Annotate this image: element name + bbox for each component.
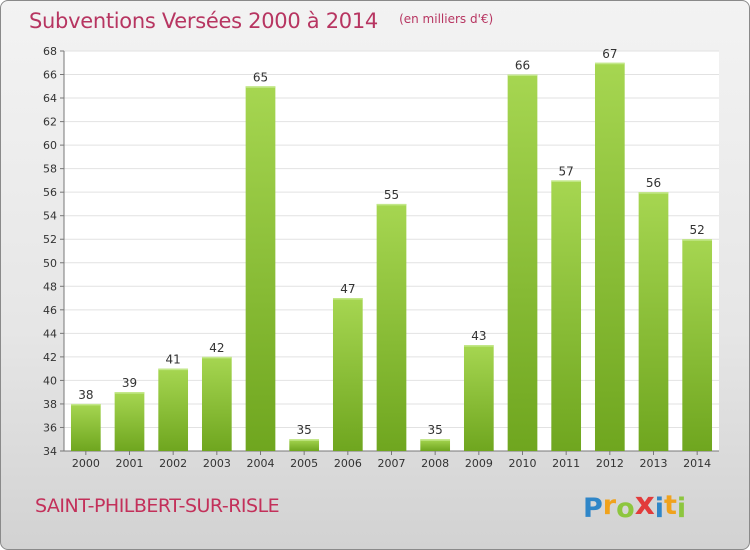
bar-2006 bbox=[332, 298, 363, 451]
data-label-2002: 41 bbox=[166, 353, 181, 367]
logo-letter: i bbox=[676, 493, 687, 524]
x-tick-label-2011: 2011 bbox=[552, 457, 580, 470]
x-tick-label-2005: 2005 bbox=[290, 457, 318, 470]
data-label-2008: 35 bbox=[428, 423, 443, 437]
bar-highlight bbox=[682, 239, 713, 241]
y-tick-label: 38 bbox=[43, 398, 57, 411]
bar-2001 bbox=[114, 392, 145, 451]
logo-letter: o bbox=[616, 493, 635, 524]
logo-letter: x bbox=[634, 486, 655, 522]
data-label-2006: 47 bbox=[340, 282, 355, 296]
y-tick-label: 62 bbox=[43, 116, 57, 129]
bar-highlight bbox=[332, 298, 363, 300]
x-tick-label-2004: 2004 bbox=[247, 457, 275, 470]
bar-highlight bbox=[245, 86, 276, 88]
bar-2000 bbox=[70, 403, 101, 451]
bar-highlight bbox=[376, 203, 407, 206]
proxiti-logo: Proxiti bbox=[583, 486, 687, 524]
bar-2007 bbox=[376, 203, 407, 451]
bar-highlight bbox=[158, 368, 189, 371]
bar-2011 bbox=[551, 180, 582, 452]
y-tick-label: 42 bbox=[43, 351, 57, 364]
y-tick-label: 64 bbox=[43, 92, 57, 105]
bar-highlight bbox=[70, 403, 101, 406]
y-tick-label: 54 bbox=[43, 210, 57, 223]
bar-2005 bbox=[289, 439, 320, 451]
bar-highlight bbox=[289, 439, 320, 441]
commune-name: SAINT-PHILBERT-SUR-RISLE bbox=[35, 495, 280, 517]
title-row: Subventions Versées 2000 à 2014 (en mill… bbox=[29, 9, 493, 33]
data-label-2009: 43 bbox=[471, 329, 486, 343]
bar-2013 bbox=[638, 192, 669, 452]
bar-highlight bbox=[551, 180, 582, 182]
bar-2010 bbox=[507, 74, 538, 451]
chart-subtitle: (en milliers d'€) bbox=[399, 12, 494, 26]
bar-2012 bbox=[594, 62, 625, 451]
data-label-2005: 35 bbox=[297, 423, 312, 437]
x-tick-label-2010: 2010 bbox=[509, 457, 537, 470]
y-tick-label: 60 bbox=[43, 139, 57, 152]
data-label-2004: 65 bbox=[253, 70, 268, 84]
logo-letter: P bbox=[583, 493, 603, 524]
y-tick-label: 68 bbox=[43, 45, 57, 58]
x-tick-label-2013: 2013 bbox=[640, 457, 668, 470]
bar-highlight bbox=[594, 62, 625, 65]
logo-letter: i bbox=[654, 493, 664, 524]
data-label-2014: 52 bbox=[690, 223, 705, 237]
x-tick-label-2014: 2014 bbox=[683, 457, 711, 470]
y-tick-label: 46 bbox=[43, 304, 57, 317]
y-tick-label: 44 bbox=[43, 327, 57, 340]
data-label-2013: 56 bbox=[646, 176, 661, 190]
x-tick-label-2008: 2008 bbox=[421, 457, 449, 470]
data-label-2011: 57 bbox=[559, 164, 574, 178]
x-tick-label-2009: 2009 bbox=[465, 457, 493, 470]
bar-highlight bbox=[463, 345, 494, 347]
y-tick-label: 52 bbox=[43, 233, 57, 246]
data-label-2003: 42 bbox=[209, 341, 224, 355]
bar-highlight bbox=[201, 356, 232, 359]
y-tick-label: 66 bbox=[43, 69, 57, 82]
data-label-2000: 38 bbox=[78, 388, 93, 402]
logo-letter: r bbox=[602, 490, 617, 521]
data-label-2007: 55 bbox=[384, 188, 399, 202]
y-tick-label: 40 bbox=[43, 374, 57, 387]
x-tick-label-2007: 2007 bbox=[378, 457, 406, 470]
bar-highlight bbox=[114, 392, 145, 394]
data-label-2010: 66 bbox=[515, 59, 530, 73]
y-tick-label: 36 bbox=[43, 421, 57, 434]
x-tick-label-2003: 2003 bbox=[203, 457, 231, 470]
x-tick-label-2012: 2012 bbox=[596, 457, 624, 470]
bar-2008 bbox=[420, 439, 451, 451]
bar-2004 bbox=[245, 86, 276, 451]
bar-2002 bbox=[158, 368, 189, 451]
bar-highlight bbox=[507, 74, 538, 77]
x-tick-label-2000: 2000 bbox=[72, 457, 100, 470]
bar-highlight bbox=[420, 439, 451, 441]
y-tick-label: 50 bbox=[43, 257, 57, 270]
x-tick-label-2006: 2006 bbox=[334, 457, 362, 470]
y-tick-label: 48 bbox=[43, 280, 57, 293]
logo-letter: t bbox=[663, 490, 677, 521]
bar-2009 bbox=[463, 345, 494, 451]
bar-2014 bbox=[682, 239, 713, 451]
x-tick-label-2001: 2001 bbox=[116, 457, 144, 470]
bar-highlight bbox=[638, 192, 669, 194]
y-tick-label: 56 bbox=[43, 186, 57, 199]
data-label-2001: 39 bbox=[122, 376, 137, 390]
x-tick-label-2002: 2002 bbox=[159, 457, 187, 470]
bar-2003 bbox=[201, 356, 232, 451]
chart-title: Subventions Versées 2000 à 2014 bbox=[29, 9, 378, 33]
y-tick-label: 58 bbox=[43, 163, 57, 176]
data-label-2012: 67 bbox=[602, 47, 617, 61]
y-tick-label: 34 bbox=[43, 445, 57, 458]
